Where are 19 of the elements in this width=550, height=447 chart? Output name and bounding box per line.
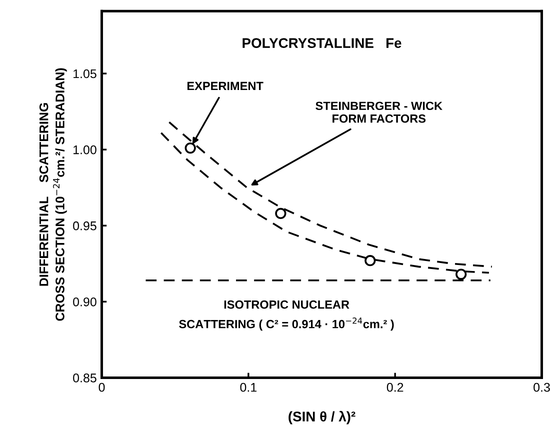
point bbox=[456, 268, 467, 280]
x-axis-title: (SIN θ / λ)² bbox=[288, 410, 356, 424]
x-tick-label: 0.3 bbox=[534, 382, 550, 392]
y-tick-label: 0.90 bbox=[73, 297, 96, 306]
annotation: ISOTROPIC NUCLEAR SCATTERING ( C² = 0.914 · 10$^{−24}$cm.² ) bbox=[179, 300, 394, 331]
text: POLYCRYSTALLINE Fe bbox=[242, 38, 402, 48]
annotation: EXPERIMENT bbox=[187, 82, 264, 90]
y-tick-label: 0.95 bbox=[73, 221, 96, 230]
x-tick-label: 0 bbox=[98, 382, 105, 392]
x-tick-label: 0.1 bbox=[240, 382, 256, 392]
x-tick-label: 0.2 bbox=[386, 382, 404, 392]
point bbox=[275, 208, 286, 220]
annotation: STEINBERGER - WICK FORM FACTORS bbox=[316, 102, 442, 123]
y-tick-label: 1.05 bbox=[74, 69, 96, 78]
point bbox=[364, 255, 376, 266]
y-tick-label: 1.00 bbox=[74, 145, 96, 154]
y-axis-title: DIFFERENTIAL SCATTERING CROSS SECTION (10$^{−24}$cm.²/ STERADIAN) bbox=[39, 68, 67, 321]
point bbox=[184, 142, 196, 154]
y-tick-label: 0.85 bbox=[73, 374, 96, 382]
